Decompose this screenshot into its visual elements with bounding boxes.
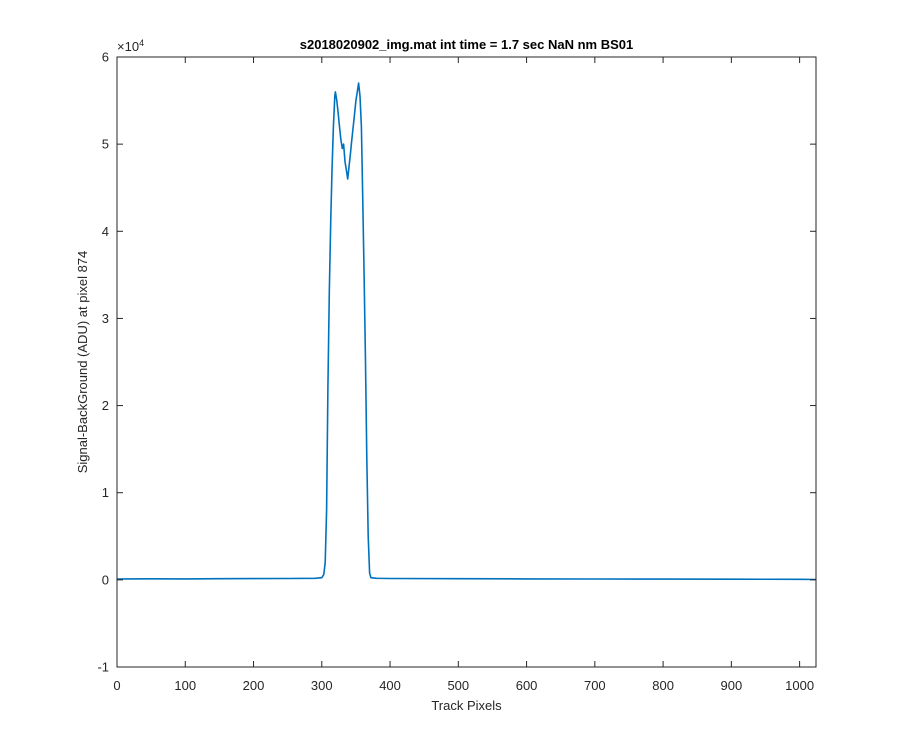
x-tick-label: 400 [379,678,401,693]
plot-area [117,57,816,667]
x-tick-label: 500 [447,678,469,693]
x-tick-label: 700 [584,678,606,693]
x-tick-label: 200 [243,678,265,693]
y-tick-label: 0 [102,572,109,587]
y-tick-label: 1 [102,485,109,500]
y-tick-label: -1 [97,660,109,675]
series-line [116,82,817,581]
y-tick-label: 6 [102,50,109,65]
x-tick-label: 100 [174,678,196,693]
y-axis-exponent: ×104 [117,38,144,54]
y-axis-label: Signal-BackGround (ADU) at pixel 874 [75,251,90,474]
x-tick-label: 1000 [785,678,814,693]
chart-title: s2018020902_img.mat int time = 1.7 sec N… [300,37,634,52]
x-axis-label: Track Pixels [431,698,502,713]
plot-frame [116,56,817,668]
y-tick-label: 5 [102,137,109,152]
x-tick-label: 300 [311,678,333,693]
x-tick-label: 600 [516,678,538,693]
x-tick-label: 800 [652,678,674,693]
axis-ticks: 0 100 200 300 400 500 600 700 800 900 1000 -1 0 1 2 3 4 5… [97,50,816,693]
chart-marks [116,82,817,581]
y-tick-label: 2 [102,398,109,413]
y-tick-label: 4 [102,224,109,239]
y-exponent-power: 4 [139,38,144,48]
y-exponent-base: ×10 [117,39,139,54]
x-tick-label: 900 [721,678,743,693]
x-tick-label: 0 [113,678,120,693]
y-tick-label: 3 [102,311,109,326]
